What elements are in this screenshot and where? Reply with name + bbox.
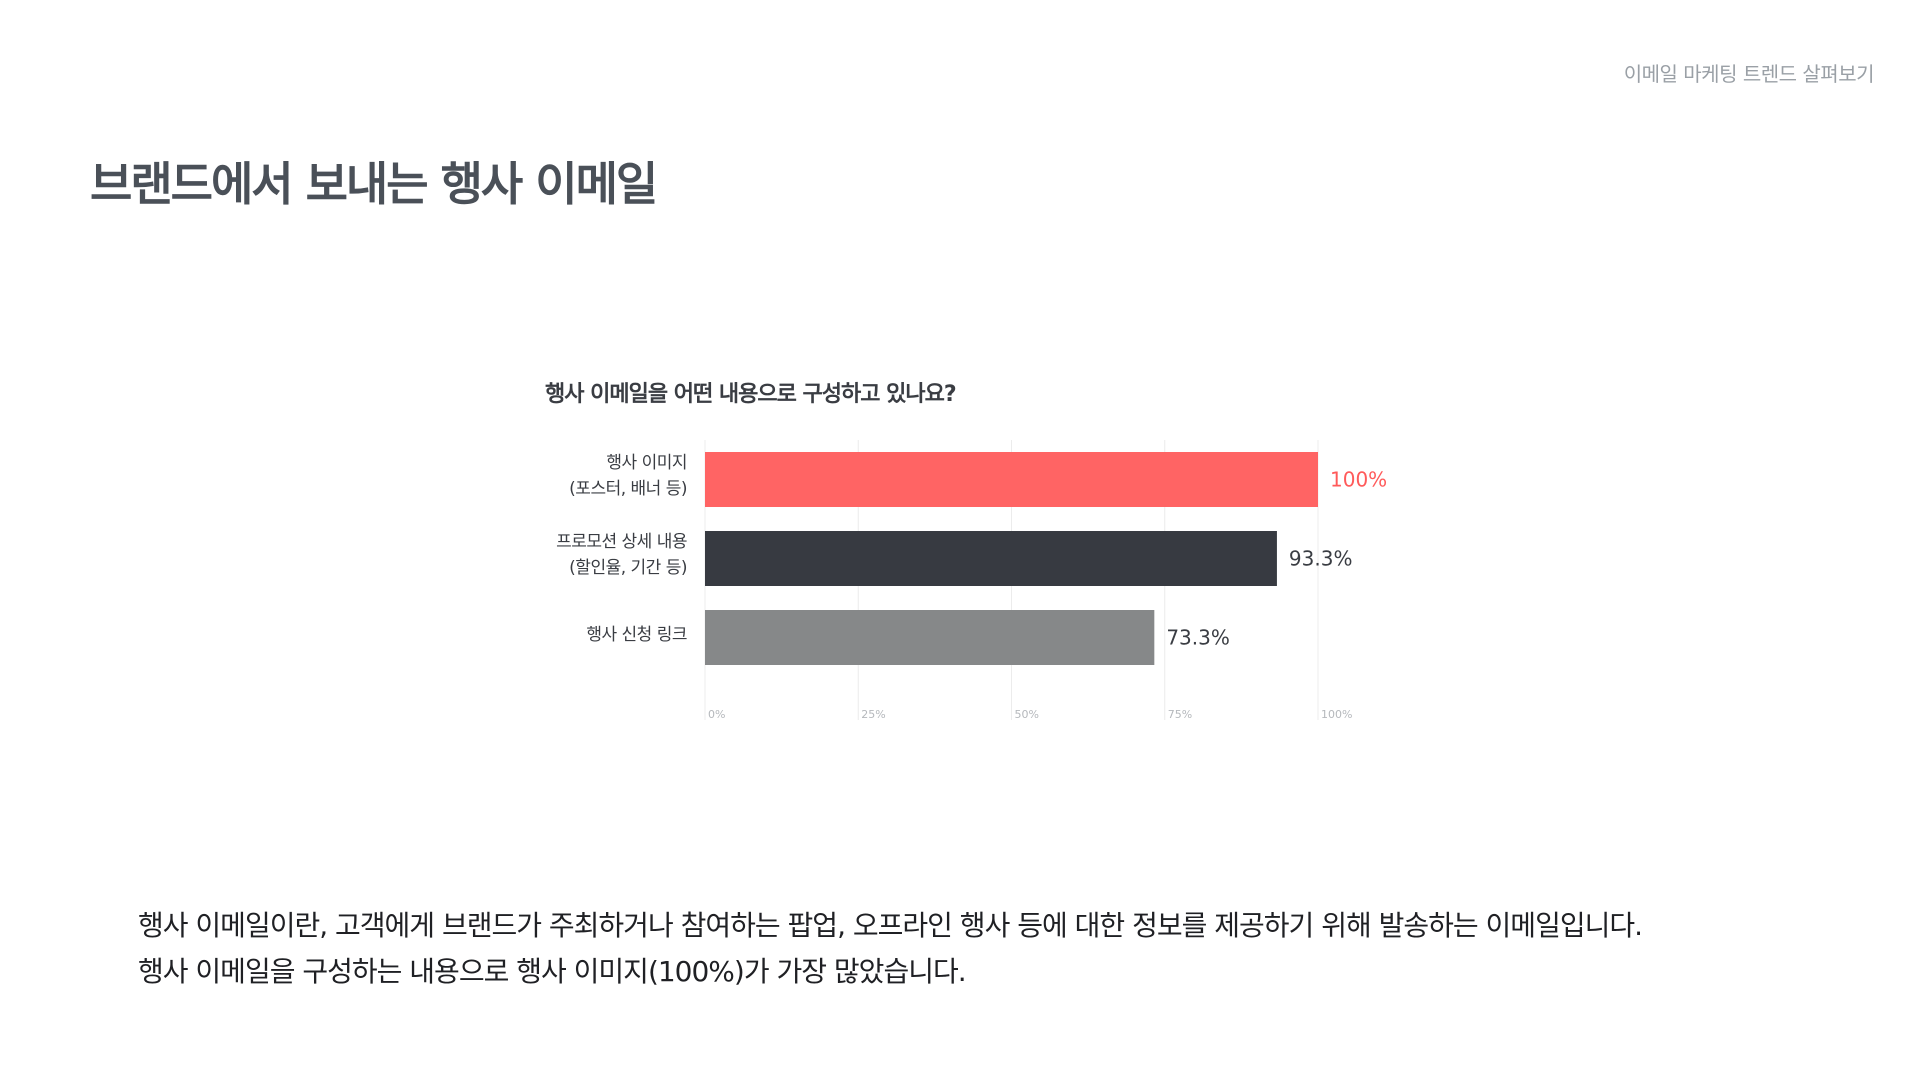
category-label-line: 행사 신청 링크 (586, 625, 687, 645)
x-tick-label: 50% (1015, 708, 1039, 721)
data-label: 100% (1330, 468, 1387, 492)
x-tick-label: 100% (1321, 708, 1352, 721)
bar (705, 531, 1277, 586)
x-tick-label: 25% (861, 708, 885, 721)
chart-title: 행사 이메일을 어떤 내용으로 구성하고 있나요? (545, 382, 957, 407)
bar (705, 610, 1155, 665)
data-label: 73.3% (1166, 626, 1230, 650)
category-label-line: 프로모션 상세 내용 (556, 532, 687, 552)
category-label-line: 행사 이미지 (606, 453, 687, 473)
page-title: 브랜드에서 보내는 행사 이메일 (90, 157, 658, 211)
x-tick-label: 75% (1168, 708, 1192, 721)
section-label: 이메일 마케팅 트렌드 살펴보기 (1623, 62, 1875, 86)
x-tick-label: 0% (708, 708, 725, 721)
description: 행사 이메일이란, 고객에게 브랜드가 주최하거나 참여하는 팝업, 오프라인 … (138, 903, 1643, 995)
category-label-line: (포스터, 배너 등) (569, 479, 687, 499)
category-label: 행사 신청 링크 (586, 622, 687, 648)
data-label: 93.3% (1289, 547, 1353, 571)
description-line: 행사 이메일을 구성하는 내용으로 행사 이미지(100%)가 가장 많았습니다… (138, 955, 967, 988)
category-label: 프로모션 상세 내용 (할인율, 기간 등) (556, 529, 687, 581)
description-line: 행사 이메일이란, 고객에게 브랜드가 주최하거나 참여하는 팝업, 오프라인 … (138, 909, 1643, 942)
category-label: 행사 이미지 (포스터, 배너 등) (569, 450, 687, 502)
bar (705, 452, 1318, 507)
category-label-line: (할인율, 기간 등) (569, 558, 687, 578)
